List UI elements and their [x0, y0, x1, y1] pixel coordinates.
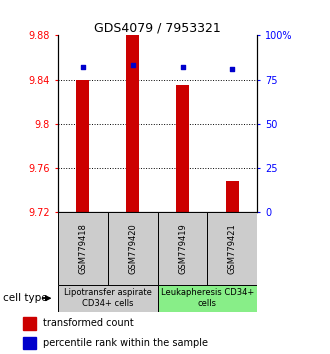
- Bar: [208, 212, 257, 285]
- Bar: [176, 85, 189, 212]
- Point: [180, 64, 185, 70]
- Text: Leukapheresis CD34+
cells: Leukapheresis CD34+ cells: [161, 288, 254, 308]
- Text: GSM779420: GSM779420: [128, 223, 137, 274]
- Bar: [126, 33, 139, 212]
- Bar: [158, 285, 257, 312]
- Bar: [108, 212, 158, 285]
- Bar: [58, 285, 158, 312]
- Text: GSM779418: GSM779418: [78, 223, 87, 274]
- Text: cell type: cell type: [3, 293, 48, 303]
- Bar: [158, 212, 208, 285]
- Bar: [226, 181, 239, 212]
- Point: [230, 66, 235, 72]
- Text: GSM779419: GSM779419: [178, 223, 187, 274]
- Bar: [22, 337, 37, 349]
- Title: GDS4079 / 7953321: GDS4079 / 7953321: [94, 21, 221, 34]
- Point: [80, 64, 85, 70]
- Bar: [22, 317, 37, 330]
- Bar: [58, 212, 108, 285]
- Point: [130, 63, 135, 68]
- Bar: [77, 80, 89, 212]
- Text: Lipotransfer aspirate
CD34+ cells: Lipotransfer aspirate CD34+ cells: [64, 288, 151, 308]
- Text: GSM779421: GSM779421: [228, 223, 237, 274]
- Text: transformed count: transformed count: [43, 318, 133, 329]
- Text: percentile rank within the sample: percentile rank within the sample: [43, 338, 208, 348]
